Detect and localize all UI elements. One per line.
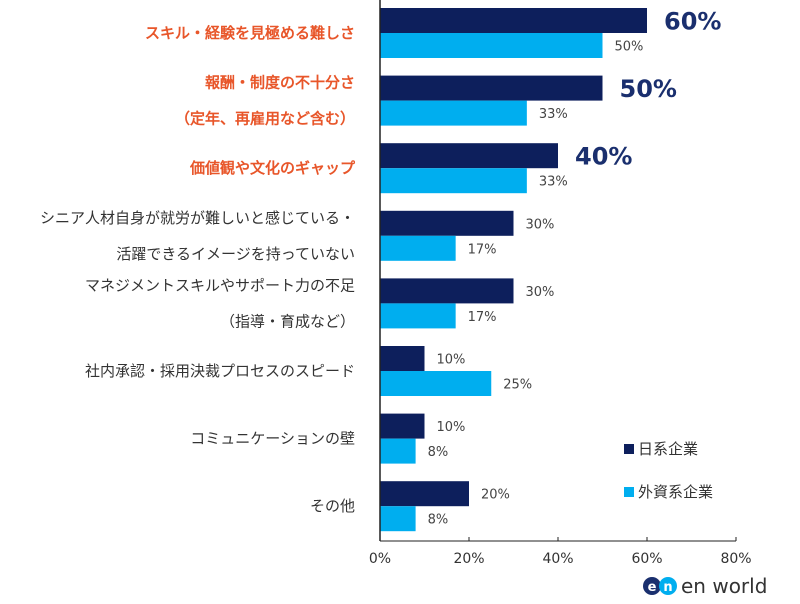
bar-japanese bbox=[380, 413, 425, 439]
category-label: マネジメントスキルやサポート力の不足 bbox=[85, 276, 355, 294]
svg-text:e: e bbox=[648, 580, 657, 595]
x-tick-label: 60% bbox=[631, 551, 662, 567]
data-label: 60% bbox=[664, 8, 721, 36]
legend-swatch bbox=[624, 487, 634, 497]
category-label: シニア人材自身が就労が難しいと感じている・ bbox=[40, 209, 355, 227]
logo-text: en world bbox=[681, 574, 767, 598]
category-label: その他 bbox=[310, 497, 355, 515]
data-label: 33% bbox=[539, 107, 568, 122]
svg-text:n: n bbox=[663, 580, 672, 595]
legend-swatch bbox=[624, 444, 634, 454]
data-label: 8% bbox=[428, 513, 449, 528]
bar-japanese bbox=[380, 278, 514, 304]
data-label: 50% bbox=[615, 40, 644, 55]
data-label: 30% bbox=[526, 217, 555, 232]
bar-japanese bbox=[380, 210, 514, 236]
bar-foreign bbox=[380, 438, 416, 464]
bar-foreign bbox=[380, 235, 456, 261]
bar-foreign bbox=[380, 168, 527, 194]
legend-label: 外資系企業 bbox=[638, 483, 713, 501]
category-label: 価値観や文化のギャップ bbox=[189, 159, 356, 177]
category-label: 活躍できるイメージを持っていない bbox=[116, 245, 355, 263]
category-label: コミュニケーションの壁 bbox=[190, 430, 355, 448]
data-label: 50% bbox=[620, 75, 677, 103]
category-label: 報酬・制度の不十分さ bbox=[205, 74, 355, 92]
data-label: 8% bbox=[428, 445, 449, 460]
bar-japanese bbox=[380, 75, 603, 101]
bar-japanese bbox=[380, 143, 558, 169]
category-label: スキル・経験を見極める難しさ bbox=[145, 24, 355, 42]
x-tick-label: 0% bbox=[369, 551, 391, 567]
data-label: 17% bbox=[468, 310, 497, 325]
data-label: 20% bbox=[481, 488, 510, 503]
x-tick-label: 20% bbox=[453, 551, 484, 567]
data-label: 10% bbox=[437, 420, 466, 435]
category-label: 社内承認・採用決裁プロセスのスピード bbox=[85, 362, 355, 380]
bar-foreign bbox=[380, 100, 527, 126]
data-label: 10% bbox=[437, 353, 466, 368]
bar-japanese bbox=[380, 346, 425, 371]
bar-foreign bbox=[380, 33, 603, 58]
enworld-logo: e n en world bbox=[643, 574, 767, 598]
data-label: 33% bbox=[539, 175, 568, 190]
bar-foreign bbox=[380, 371, 492, 396]
data-label: 40% bbox=[575, 143, 632, 171]
category-label: （指導・育成など） bbox=[220, 312, 355, 330]
bar-japanese bbox=[380, 8, 647, 33]
bar-foreign bbox=[380, 506, 416, 532]
bar-foreign bbox=[380, 303, 456, 329]
x-tick-label: 80% bbox=[720, 551, 751, 567]
legend-label: 日系企業 bbox=[638, 440, 698, 458]
data-label: 30% bbox=[526, 285, 555, 300]
x-tick-label: 40% bbox=[542, 551, 573, 567]
data-label: 17% bbox=[468, 242, 497, 257]
data-label: 25% bbox=[503, 378, 532, 393]
category-label: （定年、再雇用など含む） bbox=[175, 110, 355, 128]
bar-japanese bbox=[380, 481, 469, 507]
